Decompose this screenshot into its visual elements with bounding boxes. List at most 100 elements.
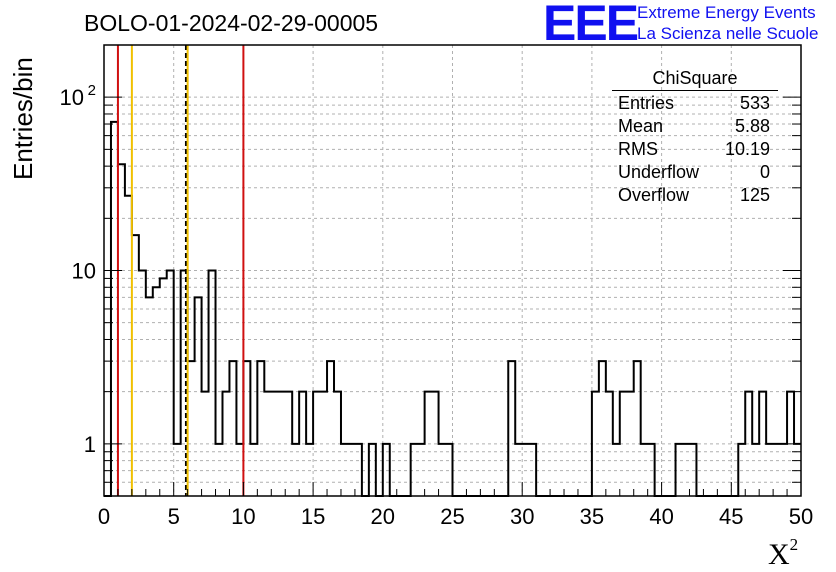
histogram-bin — [780, 444, 787, 496]
histogram-bin — [236, 444, 243, 496]
x-tick-label: 10 — [231, 504, 255, 529]
stats-title: ChiSquare — [612, 68, 778, 91]
y-tick-label: 10 — [60, 85, 84, 110]
histogram-bin — [160, 278, 167, 496]
x-axis-label-base: X — [768, 538, 790, 571]
stats-row-underflow: Underflow 0 — [612, 161, 778, 184]
histogram-bin — [299, 392, 306, 496]
histogram-bin — [209, 271, 216, 497]
logo-line2: La Scienza nelle Scuole — [637, 24, 819, 43]
histogram-bin — [153, 287, 160, 496]
histogram-bin — [522, 444, 529, 496]
x-tick-label: 50 — [789, 504, 813, 529]
histogram-bin — [752, 444, 759, 496]
stats-row-mean: Mean 5.88 — [612, 115, 778, 138]
stats-value: 125 — [739, 185, 770, 205]
stats-value: 5.88 — [734, 116, 770, 136]
x-axis-label: X2 — [768, 535, 798, 572]
histogram-bin — [418, 444, 425, 496]
histogram-bin — [683, 444, 690, 496]
histogram-bin — [620, 392, 627, 496]
histogram-bin — [383, 444, 390, 496]
y-tick-label: 1 — [84, 432, 96, 457]
histogram-bin — [313, 392, 320, 496]
x-tick-label: 30 — [510, 504, 534, 529]
eee-logo: EEE — [543, 0, 639, 51]
x-tick-label: 0 — [98, 504, 110, 529]
histogram-bin — [341, 444, 348, 496]
histogram-bin — [599, 361, 606, 496]
histogram-bin — [271, 392, 278, 496]
histogram-bin — [355, 444, 362, 496]
histogram-bin — [132, 235, 139, 496]
histogram-bin — [167, 271, 174, 497]
histogram-bin — [641, 444, 648, 496]
histogram-bin — [125, 196, 132, 496]
histogram-bin — [592, 392, 599, 496]
histogram-bin — [306, 444, 313, 496]
x-tick-label: 35 — [580, 504, 604, 529]
x-tick-label: 20 — [371, 504, 395, 529]
grid-lines — [104, 45, 801, 496]
histogram-bin — [243, 361, 250, 496]
x-tick-label: 45 — [719, 504, 743, 529]
histogram-bin — [202, 392, 209, 496]
stats-row-overflow: Overflow 125 — [612, 184, 778, 207]
histogram-bin — [766, 444, 773, 496]
histogram-bin — [216, 444, 223, 496]
histogram-bin — [515, 444, 522, 496]
histogram-bin — [529, 444, 536, 496]
y-axis-label: Entries/bin — [8, 57, 38, 180]
histogram-bin — [759, 392, 766, 496]
histogram-bin — [285, 392, 292, 496]
histogram-outline — [104, 120, 801, 497]
histogram-bin — [139, 271, 146, 497]
histogram-bin — [432, 392, 439, 496]
histogram-bin — [327, 361, 334, 496]
histogram-bin — [348, 444, 355, 496]
page-title: BOLO-01-2024-02-29-00005 — [84, 10, 379, 36]
histogram-bin — [676, 444, 683, 496]
histogram-bin — [446, 444, 453, 496]
histogram-bin — [606, 392, 613, 496]
histogram-bin — [613, 444, 620, 496]
histogram-bin — [369, 444, 376, 496]
stats-row-entries: Entries 533 — [612, 92, 778, 115]
axis-ticks — [103, 96, 802, 496]
x-axis-label-sup: 2 — [789, 535, 799, 554]
histogram-bin — [648, 444, 655, 496]
histogram-bin — [411, 444, 418, 496]
stats-value: 0 — [759, 162, 770, 182]
stats-box: ChiSquare Entries 533 Mean 5.88 RMS 10.19 U… — [612, 68, 778, 207]
x-tick-label: 25 — [440, 504, 464, 529]
histogram-bin — [689, 444, 696, 496]
histogram-bin — [738, 444, 745, 496]
y-tick-label-exp: 2 — [88, 82, 96, 99]
histogram-bin — [195, 297, 202, 496]
histogram-bin — [222, 392, 229, 496]
histogram-bin — [264, 392, 271, 496]
histogram-bin — [146, 297, 153, 496]
histogram-bin — [773, 444, 780, 496]
histogram-bin — [439, 444, 446, 496]
histogram-bin — [334, 392, 341, 496]
stats-value: 533 — [739, 93, 770, 113]
stats-label: Underflow — [618, 162, 700, 182]
stats-label: Overflow — [618, 185, 690, 205]
histogram-bin — [634, 361, 641, 496]
x-tick-label: 40 — [649, 504, 673, 529]
histogram-bin — [508, 361, 515, 496]
histogram-bin — [745, 392, 752, 496]
histogram-bin — [257, 361, 264, 496]
histogram-bin — [174, 444, 181, 496]
histogram-bin — [118, 164, 125, 496]
histogram-bin — [320, 392, 327, 496]
histogram-bin — [229, 361, 236, 496]
stats-label: RMS — [618, 139, 658, 159]
histogram-bin — [278, 392, 285, 496]
histogram-bin — [627, 392, 634, 496]
histogram-series — [104, 120, 801, 497]
x-tick-label: 5 — [168, 504, 180, 529]
